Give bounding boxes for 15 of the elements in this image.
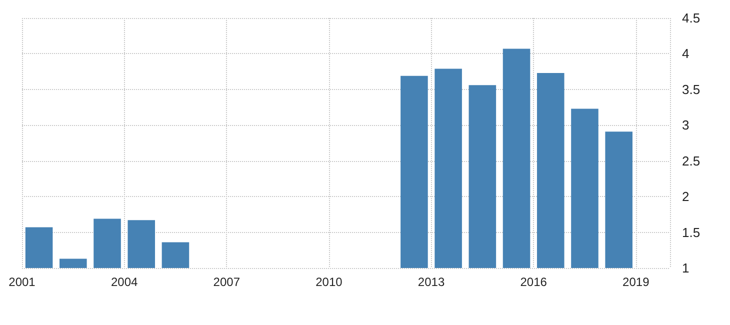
y-tick-label: 4.5 xyxy=(682,10,700,26)
y-tick-label: 2.5 xyxy=(682,153,700,168)
y-tick-label: 3 xyxy=(682,118,690,133)
x-tick-label: 2007 xyxy=(213,275,240,289)
x-tick-label: 2001 xyxy=(8,275,36,289)
x-tick-label: 2019 xyxy=(622,275,650,289)
y-tick-label: 1.5 xyxy=(682,224,700,240)
y-tick-label: 4 xyxy=(682,46,690,62)
x-tick-label: 2010 xyxy=(316,275,343,289)
x-tick-label: 2016 xyxy=(520,275,548,289)
x-tick-label: 2013 xyxy=(418,275,445,289)
y-tick-label: 1 xyxy=(682,260,690,276)
y-tick-label: 3.5 xyxy=(682,82,700,97)
x-tick-label: 2004 xyxy=(110,275,138,289)
y-tick-label: 2 xyxy=(682,189,690,204)
